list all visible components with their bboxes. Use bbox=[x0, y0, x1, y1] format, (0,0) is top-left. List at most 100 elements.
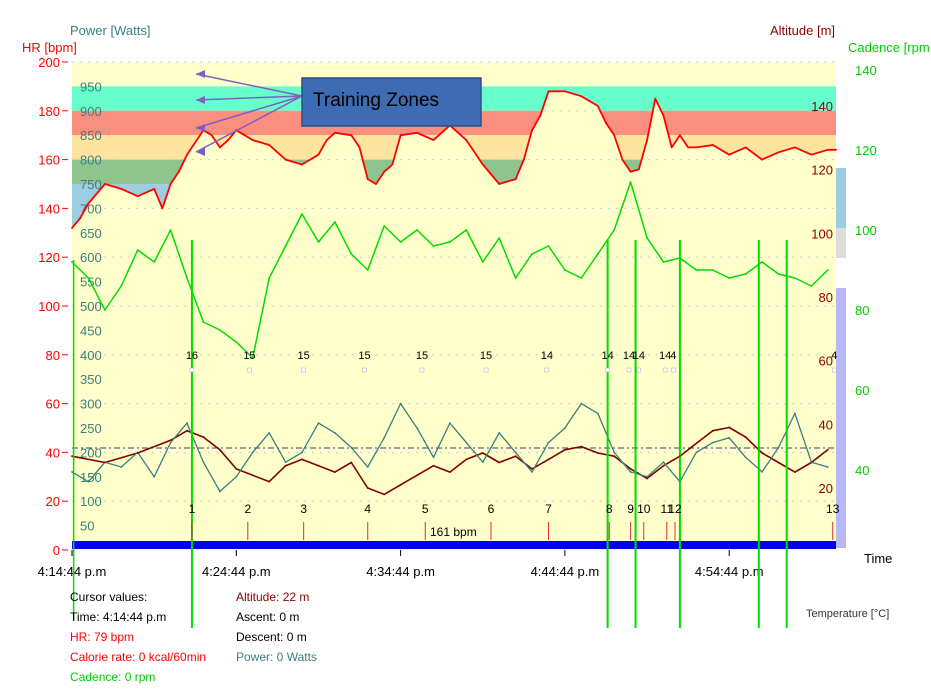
data-point-altitude bbox=[186, 429, 188, 432]
data-point-altitude bbox=[301, 458, 303, 461]
data-point-power bbox=[596, 412, 599, 415]
data-point-cadence bbox=[744, 273, 747, 275]
data-point-cadence bbox=[301, 213, 303, 215]
hr-tick-label: 180 bbox=[38, 104, 60, 119]
data-point-cadence bbox=[268, 277, 271, 279]
data-point-power bbox=[498, 431, 501, 434]
altitude-tick-label: 40 bbox=[819, 417, 833, 432]
data-point-cadence bbox=[333, 221, 336, 223]
data-point-cadence bbox=[136, 249, 139, 251]
data-point-altitude bbox=[399, 483, 402, 486]
temperature-point bbox=[626, 367, 632, 373]
data-point-power bbox=[662, 461, 665, 464]
data-point-hr bbox=[251, 139, 254, 141]
annotation-arrow bbox=[195, 95, 303, 153]
altitude-tick-label: 100 bbox=[811, 226, 833, 241]
cursor-time: Time: 4:14:44 p.m bbox=[70, 610, 167, 624]
data-point-hr bbox=[268, 144, 271, 146]
annotation-arrow bbox=[195, 73, 303, 97]
time-tick-label: 4:44:44 p.m bbox=[531, 564, 600, 579]
temperature-point bbox=[483, 367, 489, 373]
training-zones-label: Training Zones bbox=[313, 90, 439, 111]
data-point-power bbox=[202, 461, 205, 464]
data-point-hr bbox=[194, 141, 197, 144]
power-tick-label: 50 bbox=[80, 519, 94, 534]
temperature-point bbox=[605, 367, 610, 373]
data-point-hr bbox=[391, 163, 394, 166]
power-tick-label: 300 bbox=[80, 397, 102, 412]
power-tick-label: 500 bbox=[80, 299, 102, 314]
lap-label: 9 bbox=[627, 502, 634, 516]
data-point-altitude bbox=[136, 452, 139, 454]
data-point-hr bbox=[103, 183, 106, 185]
data-point-hr bbox=[810, 153, 813, 156]
data-point-power bbox=[744, 456, 747, 459]
right-zone-bar-2 bbox=[836, 228, 846, 258]
data-point-cadence bbox=[432, 245, 435, 247]
data-point-power bbox=[120, 466, 123, 468]
data-point-hr bbox=[654, 97, 657, 100]
temperature-point bbox=[419, 367, 425, 373]
data-point-cadence bbox=[383, 225, 386, 227]
data-point-power bbox=[301, 451, 303, 454]
data-point-power bbox=[465, 441, 468, 444]
data-point-hr bbox=[210, 134, 213, 137]
hr-tick-label: 160 bbox=[38, 153, 60, 168]
data-point-hr bbox=[580, 95, 583, 98]
data-point-hr bbox=[301, 163, 303, 166]
lap-label: 10 bbox=[637, 502, 651, 516]
temperature-label: Temperature [°C] bbox=[806, 608, 890, 620]
data-point-hr bbox=[79, 217, 82, 220]
data-point-cadence bbox=[613, 229, 616, 231]
data-point-cadence bbox=[186, 277, 188, 279]
data-point-cadence bbox=[711, 269, 714, 271]
data-point-altitude bbox=[366, 487, 369, 489]
data-point-altitude bbox=[432, 464, 435, 467]
lap-label: 11 bbox=[661, 502, 674, 516]
temperature-label: 4 bbox=[831, 350, 837, 362]
data-point-hr bbox=[629, 170, 632, 173]
temperature-point bbox=[247, 367, 252, 373]
hr-tick-label: 20 bbox=[46, 494, 60, 509]
data-point-hr bbox=[695, 146, 698, 149]
temperature-point bbox=[189, 367, 195, 373]
lap-label: 6 bbox=[488, 502, 495, 516]
data-point-hr bbox=[153, 187, 156, 190]
power-tick-label: 150 bbox=[80, 470, 102, 485]
data-point-hr bbox=[547, 90, 550, 93]
data-point-hr bbox=[679, 134, 681, 137]
data-point-hr bbox=[596, 105, 599, 107]
data-point-altitude bbox=[547, 458, 550, 461]
cadence-tick-label: 140 bbox=[855, 63, 877, 78]
lap-label: 8 bbox=[606, 502, 613, 516]
data-point-hr bbox=[621, 158, 624, 161]
data-point-hr bbox=[416, 131, 418, 134]
cadence-tick-label: 100 bbox=[855, 223, 877, 238]
lap-label: 1 bbox=[189, 502, 196, 516]
cadence-tick-label: 40 bbox=[855, 463, 869, 478]
data-point-power bbox=[218, 490, 221, 493]
data-point-hr bbox=[522, 158, 525, 161]
data-point-power bbox=[646, 475, 648, 478]
altitude-tick-label: 20 bbox=[819, 481, 833, 496]
data-point-hr bbox=[317, 153, 320, 156]
hr-tick-label: 120 bbox=[38, 250, 60, 265]
data-point-altitude bbox=[646, 477, 648, 480]
data-point-cadence bbox=[498, 237, 501, 239]
data-point-cadence bbox=[810, 285, 813, 287]
hr-tick-label: 140 bbox=[38, 201, 60, 216]
data-point-altitude bbox=[103, 461, 106, 464]
data-point-hr bbox=[399, 134, 402, 137]
power-tick-label: 400 bbox=[80, 348, 102, 363]
power-tick-label: 800 bbox=[80, 153, 102, 168]
data-point-power bbox=[613, 451, 616, 454]
data-point-cadence bbox=[794, 277, 796, 279]
data-point-hr bbox=[177, 170, 180, 173]
data-point-hr bbox=[498, 183, 501, 185]
altitude-tick-label: 60 bbox=[819, 354, 833, 369]
data-point-power bbox=[71, 471, 73, 473]
power-tick-label: 950 bbox=[80, 79, 102, 94]
data-point-hr bbox=[670, 146, 673, 149]
data-point-hr bbox=[350, 134, 353, 137]
time-bar bbox=[72, 541, 836, 549]
